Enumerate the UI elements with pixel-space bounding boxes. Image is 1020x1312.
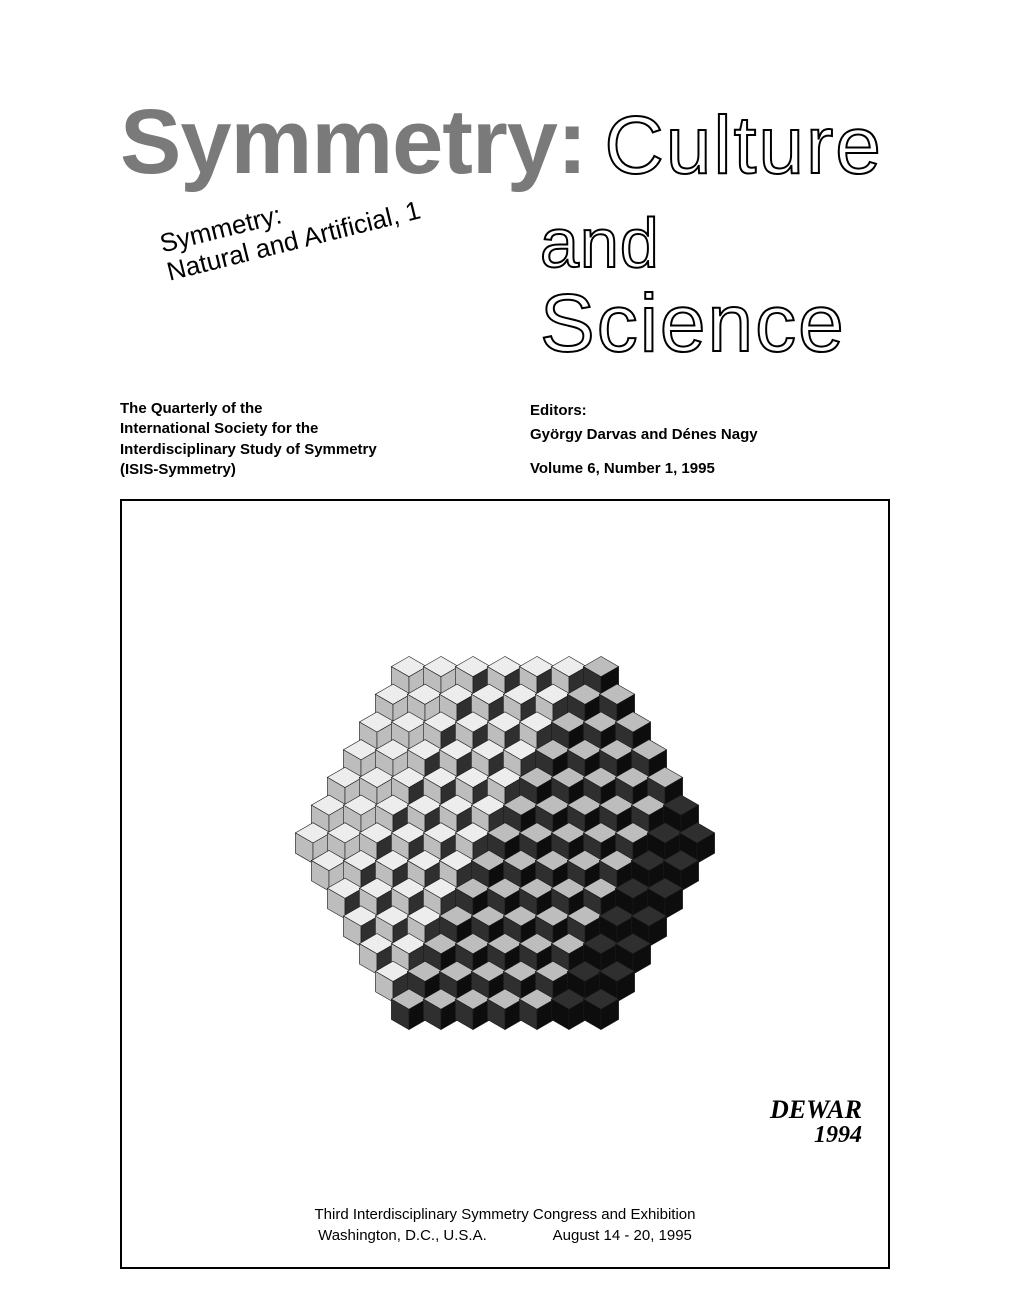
title-row: Symmetry: Culture [120, 90, 920, 195]
rhombic-hexagon-illustration [144, 523, 866, 1163]
rhombic-hexagon-svg [144, 523, 866, 1163]
signature-name: DEWAR [770, 1095, 862, 1124]
editors-label: Editors: [530, 399, 920, 423]
figure-caption: Third Interdisciplinary Symmetry Congres… [122, 1204, 888, 1248]
signature-year: 1994 [770, 1123, 862, 1147]
publisher-line: Interdisciplinary Study of Symmetry [120, 440, 440, 460]
volume-number: Volume 6, Number 1, 1995 [530, 457, 920, 481]
caption-dates: August 14 - 20, 1995 [553, 1227, 692, 1244]
publisher-line: (ISIS-Symmetry) [120, 460, 440, 480]
editors-names: György Darvas and Dénes Nagy [530, 423, 920, 447]
metadata-row: The Quarterly of the International Socie… [120, 399, 920, 481]
caption-line-1: Third Interdisciplinary Symmetry Congres… [122, 1204, 888, 1226]
title-symmetry: Symmetry: [120, 90, 587, 195]
title-culture: Culture [605, 99, 883, 193]
title-science: Science [540, 277, 920, 371]
journal-cover: Symmetry: Culture Symmetry: Natural and … [0, 0, 1020, 1312]
caption-line-2: Washington, D.C., U.S.A. August 14 - 20,… [122, 1225, 888, 1247]
spacer [530, 447, 920, 457]
subtitle-stack: and Science [540, 203, 920, 371]
editors-info: Editors: György Darvas and Dénes Nagy Vo… [530, 399, 920, 481]
caption-location: Washington, D.C., U.S.A. [318, 1227, 487, 1244]
cover-figure: DEWAR 1994 Third Interdisciplinary Symme… [120, 499, 890, 1269]
publisher-info: The Quarterly of the International Socie… [120, 399, 440, 481]
title-and: and [540, 203, 920, 283]
artist-signature: DEWAR 1994 [770, 1097, 862, 1147]
publisher-line: The Quarterly of the [120, 399, 440, 419]
publisher-line: International Society for the [120, 419, 440, 439]
